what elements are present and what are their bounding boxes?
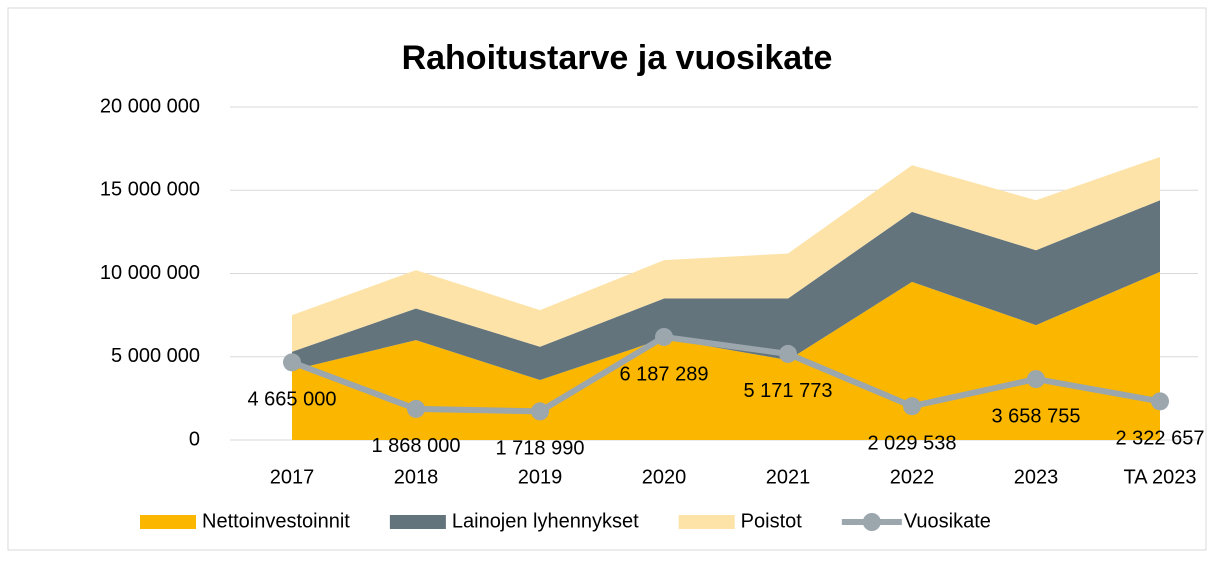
line-point (1151, 392, 1169, 411)
x-tick-label: 2017 (270, 466, 315, 488)
data-label: 1 868 000 (372, 435, 461, 457)
line-point (655, 327, 673, 346)
legend-label: Vuosikate (904, 510, 991, 532)
area (292, 200, 1160, 381)
line-point (283, 353, 301, 372)
y-tick-label: 10 000 000 (100, 262, 200, 284)
data-label: 2 322 657 (1116, 428, 1205, 450)
x-tick-label: 2020 (642, 466, 687, 488)
x-tick-label: 2018 (394, 466, 439, 488)
legend-swatch (389, 515, 446, 529)
x-tick-label: 2021 (766, 466, 811, 488)
y-tick-label: 15 000 000 (100, 179, 200, 201)
line (290, 333, 1161, 415)
x-tick-label: TA 2023 (1123, 466, 1196, 488)
legend-swatch (140, 515, 196, 529)
legend-marker (862, 513, 881, 531)
x-tick-label: 2022 (890, 466, 935, 488)
line-point (531, 402, 549, 421)
x-tick-label: 2019 (518, 466, 563, 488)
y-tick-label: 5 000 000 (111, 345, 200, 367)
data-label: 5 171 773 (744, 380, 833, 402)
legend-label: Lainojen lyhennykset (452, 510, 639, 532)
legend-label: Nettoinvestoinnit (202, 510, 350, 532)
line-point (1027, 370, 1045, 389)
y-tick-label: 20 000 000 (100, 95, 200, 117)
data-label: 6 187 289 (620, 363, 709, 385)
x-tick-label: 2023 (1014, 466, 1059, 488)
line-point (407, 399, 425, 418)
line-point (903, 397, 921, 416)
data-label: 1 718 990 (496, 438, 585, 460)
data-label: 3 658 755 (992, 405, 1081, 427)
data-label: 4 665 000 (248, 389, 337, 411)
area (292, 156, 1160, 352)
chart-title: Rahoitustarve ja vuosikate (402, 39, 833, 77)
y-tick-label: 0 (189, 428, 200, 450)
legend-label: Poistot (741, 510, 803, 532)
data-label: 2 029 538 (868, 432, 957, 454)
line-point (779, 344, 797, 363)
legend-swatch (678, 515, 735, 529)
